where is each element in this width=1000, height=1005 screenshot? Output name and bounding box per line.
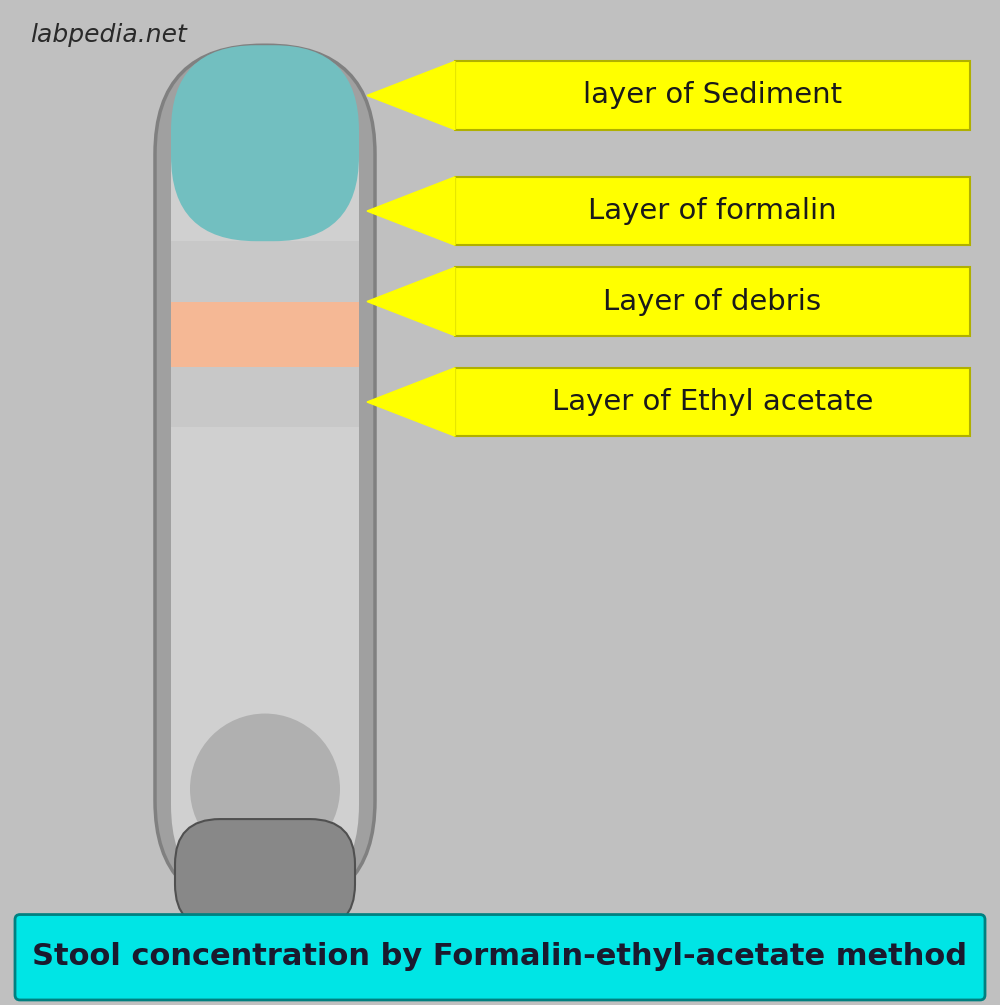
- Bar: [171, 241, 359, 302]
- Bar: [171, 367, 359, 427]
- Text: Layer of Ethyl acetate: Layer of Ethyl acetate: [552, 388, 873, 416]
- Bar: [455, 368, 970, 436]
- Bar: [455, 177, 970, 245]
- Text: Stool concentration by Formalin-ethyl-acetate method: Stool concentration by Formalin-ethyl-ac…: [32, 943, 968, 971]
- Polygon shape: [367, 61, 455, 130]
- Text: Layer of debris: Layer of debris: [603, 287, 822, 316]
- FancyBboxPatch shape: [171, 57, 359, 906]
- Bar: [455, 61, 970, 130]
- FancyBboxPatch shape: [171, 45, 359, 241]
- FancyBboxPatch shape: [15, 915, 985, 1000]
- Bar: [455, 267, 970, 336]
- Ellipse shape: [190, 714, 340, 864]
- Text: layer of Sediment: layer of Sediment: [583, 81, 842, 110]
- FancyBboxPatch shape: [155, 45, 375, 910]
- Text: labpedia.net: labpedia.net: [30, 23, 187, 47]
- Polygon shape: [367, 368, 455, 436]
- Polygon shape: [367, 177, 455, 245]
- Polygon shape: [367, 267, 455, 336]
- Text: Layer of formalin: Layer of formalin: [588, 197, 837, 225]
- FancyBboxPatch shape: [175, 819, 355, 930]
- Bar: [171, 302, 359, 367]
